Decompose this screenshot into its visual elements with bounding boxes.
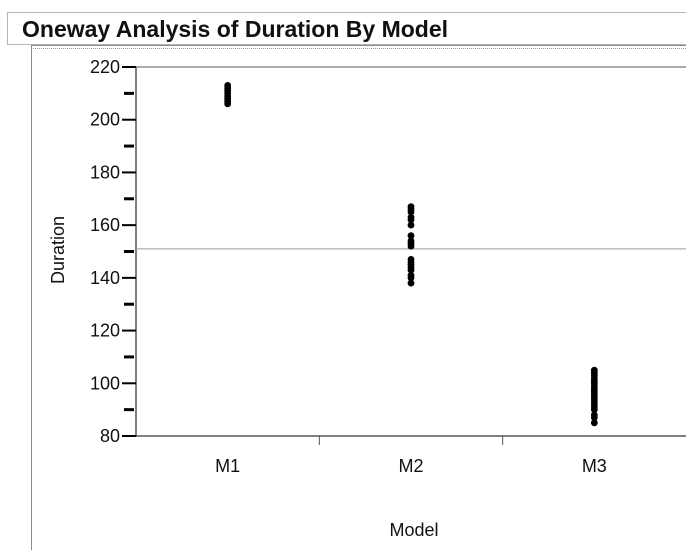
data-points (224, 82, 598, 427)
x-tick-label: M2 (398, 456, 423, 476)
data-point-m3 (590, 411, 598, 419)
data-point-m3 (590, 366, 598, 374)
data-point-m1 (224, 82, 232, 89)
data-point-m2 (407, 271, 415, 279)
outline-border-left (31, 45, 32, 550)
outline-border-top-dotted (31, 48, 686, 50)
x-tick-label: M3 (582, 456, 607, 476)
data-point-m3 (590, 419, 598, 427)
data-point-m2 (407, 237, 415, 245)
y-tick-label: 100 (90, 373, 120, 393)
y-tick-label: 80 (100, 426, 120, 446)
y-tick-label: 200 (90, 110, 120, 130)
y-tick-label: 180 (90, 162, 120, 182)
data-point-m2 (407, 232, 415, 240)
y-axis: 80 100 120 140 160 180 200 220 (90, 57, 137, 446)
x-axis: M1 M2 M3 (136, 66, 686, 476)
data-point-m2 (407, 221, 415, 229)
y-tick-label: 160 (90, 215, 120, 235)
y-axis-title: Duration (48, 216, 68, 284)
data-point-m2 (407, 213, 415, 221)
x-tick-label: M1 (215, 456, 240, 476)
x-axis-title: Model (389, 520, 438, 540)
data-point-m2 (407, 279, 415, 287)
y-tick-label: 140 (90, 268, 120, 288)
report-title: Oneway Analysis of Duration By Model (22, 16, 449, 42)
data-point-m2 (407, 203, 415, 211)
report-title-bar[interactable]: Oneway Analysis of Duration By Model (7, 12, 686, 45)
outline-border-top (31, 45, 686, 46)
data-point-m2 (407, 256, 415, 263)
y-tick-label: 220 (90, 57, 120, 77)
y-tick-label: 120 (90, 321, 120, 341)
